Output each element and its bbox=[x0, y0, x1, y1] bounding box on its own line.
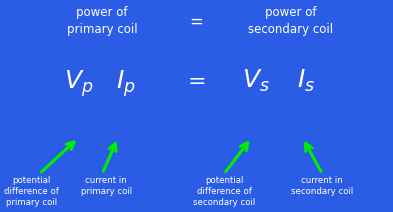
Text: power of
primary coil: power of primary coil bbox=[67, 6, 138, 36]
Text: current in
primary coil: current in primary coil bbox=[81, 176, 132, 196]
Text: power of
secondary coil: power of secondary coil bbox=[248, 6, 333, 36]
Text: potential
difference of
secondary coil: potential difference of secondary coil bbox=[193, 176, 255, 207]
Text: $I_s$: $I_s$ bbox=[298, 68, 316, 94]
Text: $V_s$: $V_s$ bbox=[242, 68, 269, 94]
Text: =: = bbox=[189, 13, 204, 31]
Text: $V_p$: $V_p$ bbox=[64, 68, 93, 99]
Text: =: = bbox=[187, 72, 206, 92]
Text: current in
secondary coil: current in secondary coil bbox=[291, 176, 353, 196]
Text: $I_p$: $I_p$ bbox=[116, 68, 136, 99]
Text: potential
difference of
primary coil: potential difference of primary coil bbox=[4, 176, 59, 207]
